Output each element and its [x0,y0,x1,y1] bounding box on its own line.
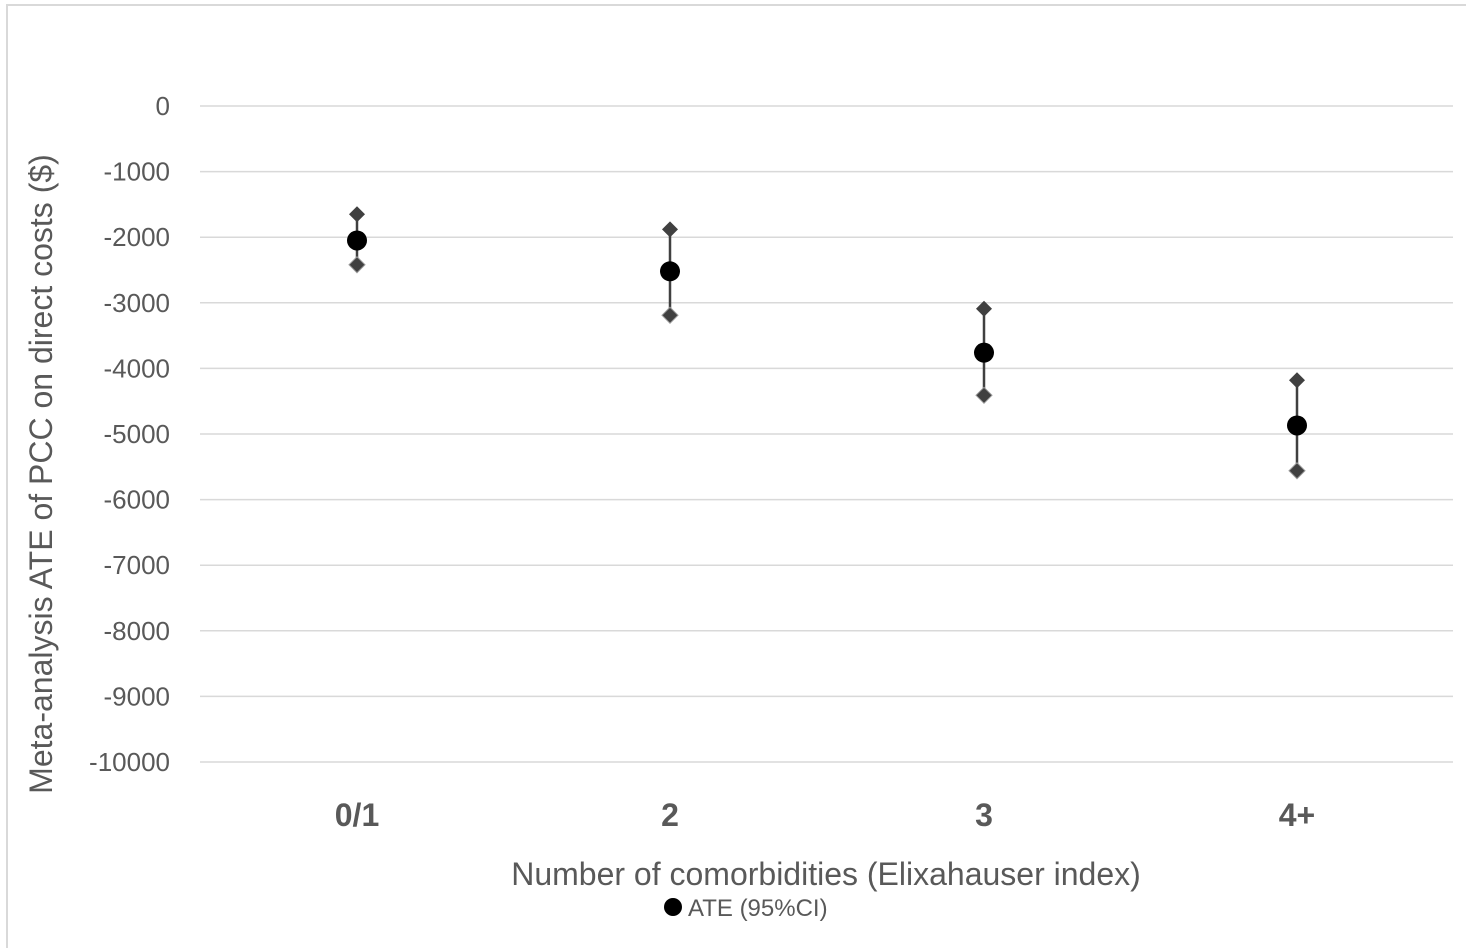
y-tick-label: -10000 [89,747,170,777]
y-tick-label: 0 [156,91,170,121]
x-category-label: 4+ [1279,797,1315,833]
legend-marker [664,898,682,916]
y-tick-label: -2000 [104,222,171,252]
ate-point [347,230,367,251]
legend-label: ATE (95%CI) [688,895,828,922]
y-tick-label: -6000 [104,485,171,515]
ate-point [660,261,680,282]
ci-upper-marker [976,300,992,317]
ci-upper-marker [1289,372,1305,389]
y-axis-ticks: 0 -1000 -2000 -3000 -4000 -5000 -6000 -7000 -800… [89,91,170,777]
gridlines [200,105,1453,763]
series-ate [347,206,1307,480]
ci-lower-marker [348,256,366,274]
x-axis-title: Number of comorbidities (Elixahauser ind… [511,856,1141,892]
x-category-label: 3 [975,797,993,833]
y-tick-label: -5000 [104,419,171,449]
ci-lower-marker [975,386,993,405]
y-tick-label: -7000 [104,550,171,580]
y-axis-title: Meta-analysis ATE of PCC on direct costs… [23,154,59,794]
ci-lower-marker [1288,462,1306,480]
y-tick-label: -3000 [104,288,171,318]
ci-lower-marker [661,306,679,324]
chart-area [6,4,1466,948]
ate-point [974,342,994,363]
y-tick-label: -9000 [104,681,171,711]
x-category-label: 2 [661,797,679,833]
y-tick-label: -8000 [104,616,171,646]
legend: ATE (95%CI) [664,895,828,922]
ate-point [1287,415,1307,436]
ci-upper-marker [662,221,678,238]
y-tick-label: -4000 [104,353,171,383]
x-category-label: 0/1 [335,797,379,833]
ci-upper-marker [349,206,365,223]
x-axis-categories: 0/1 2 3 4+ [335,797,1315,833]
y-tick-label: -1000 [104,157,171,187]
